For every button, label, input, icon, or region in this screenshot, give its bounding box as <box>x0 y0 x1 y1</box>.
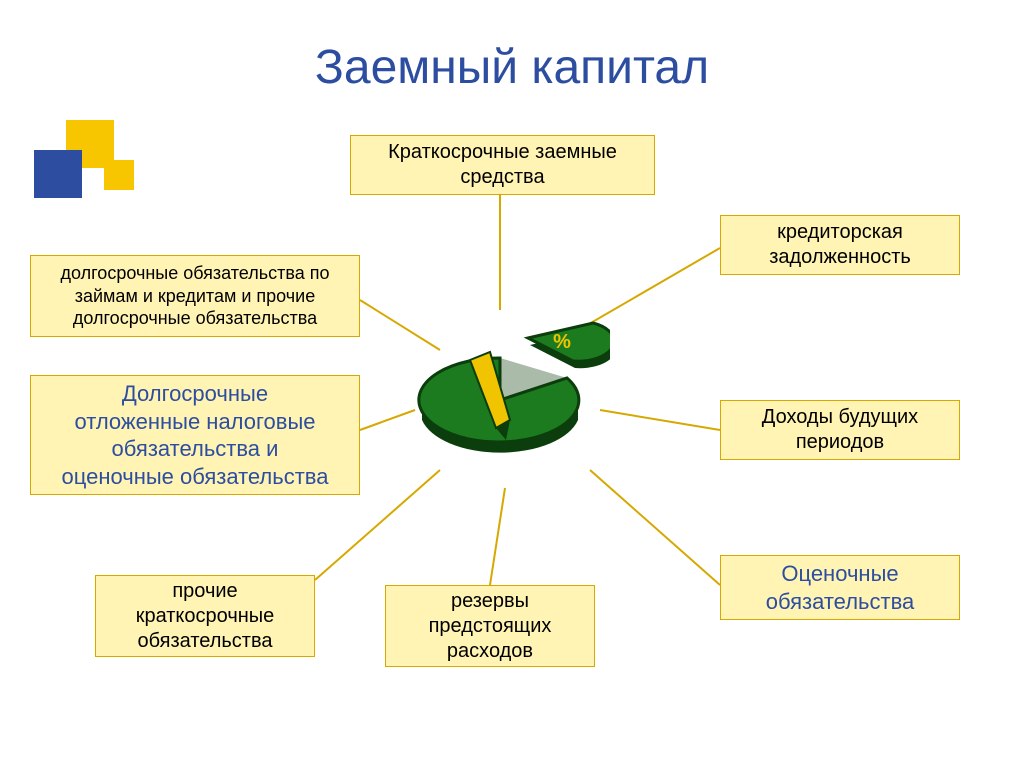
pie-icon: % <box>400 290 610 490</box>
decor-square <box>104 160 134 190</box>
decor-square <box>34 150 82 198</box>
box-deferred_tax: Долгосрочные отложенные налоговые обязат… <box>30 375 360 495</box>
box-future_income: Доходы будущих периодов <box>720 400 960 460</box>
diagram-stage: { "title": { "text": "Заемный капитал", … <box>0 0 1024 767</box>
box-accounts_payable: кредиторская задолженность <box>720 215 960 275</box>
svg-text:%: % <box>553 331 571 353</box>
box-short_term_debt: Краткосрочные заемные средства <box>350 135 655 195</box>
box-other_short_term: прочие краткосрочные обязательства <box>95 575 315 657</box>
box-long_term_loans: долгосрочные обязательства по займам и к… <box>30 255 360 337</box>
box-provisions: резервы предстоящих расходов <box>385 585 595 667</box>
page-title: Заемный капитал <box>0 40 1024 95</box>
box-estimated_liab: Оценочные обязательства <box>720 555 960 620</box>
